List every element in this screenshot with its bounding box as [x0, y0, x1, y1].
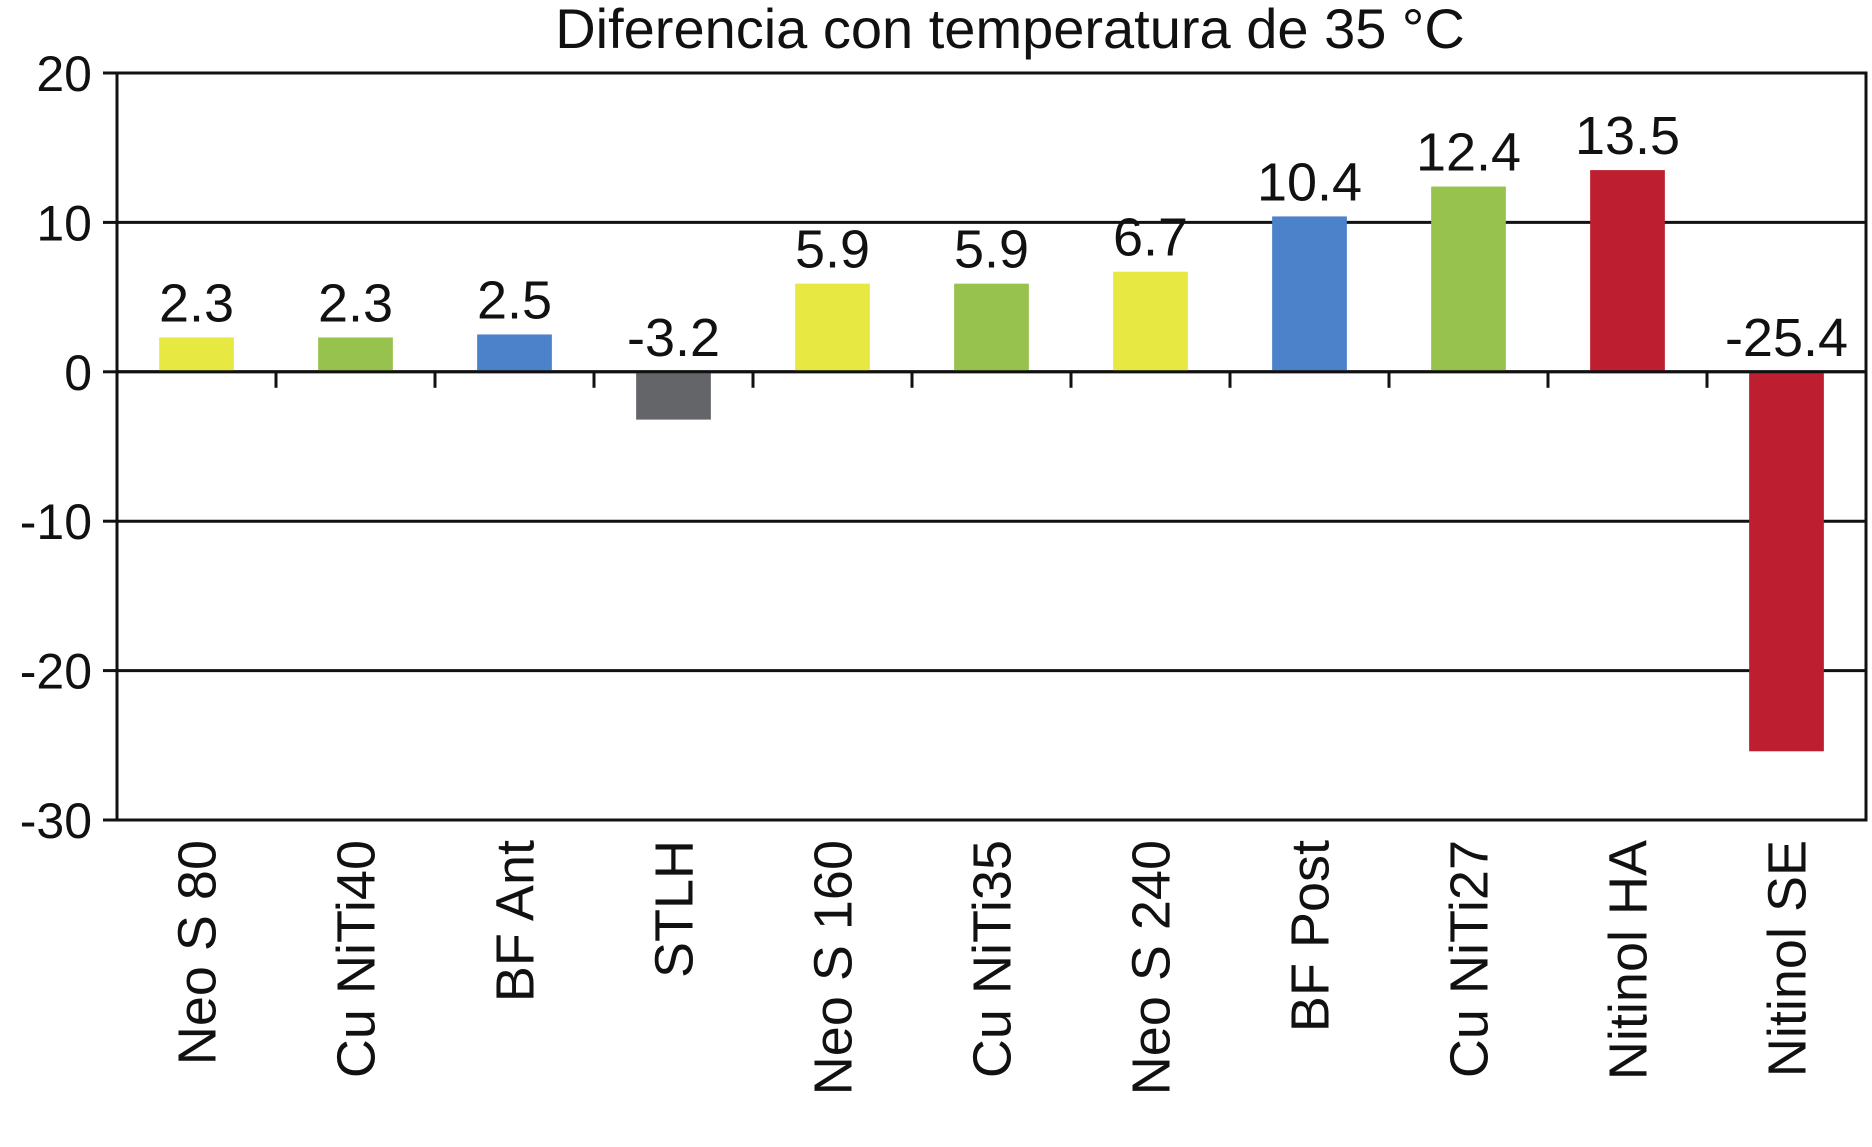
data-label: 2.3 [318, 273, 393, 333]
bar [1749, 371, 1824, 752]
y-tick-label: 0 [64, 345, 92, 401]
bar [159, 337, 234, 372]
y-tick-label: -20 [20, 644, 92, 700]
x-tick-label: Cu NiTi27 [1440, 840, 1500, 1078]
x-tick-label: Neo S 240 [1122, 840, 1182, 1095]
y-axis-ticks: 20 10 0 -10 -20 -30 [20, 46, 92, 849]
data-label: 5.9 [954, 220, 1029, 280]
data-label: 6.7 [1113, 208, 1188, 268]
data-labels: 2.3 2.3 2.5 -3.2 5.9 5.9 6.7 10.4 12.4 13.5 -25.4 [159, 106, 1848, 368]
data-label: 12.4 [1416, 123, 1521, 183]
axes [103, 71, 1868, 822]
x-tick-label: Nitinol SE [1758, 840, 1818, 1077]
y-tick-label: -10 [20, 494, 92, 550]
bar [795, 283, 870, 372]
x-tick-label: Cu NiTi40 [327, 840, 387, 1078]
bar [1113, 271, 1188, 372]
bar [1272, 216, 1347, 372]
chart-title: Diferencia con temperatura de 35 °C [555, 0, 1465, 60]
x-tick-label: Nitinol HA [1599, 840, 1659, 1080]
bar [318, 337, 393, 372]
x-tick-label: BF Ant [486, 840, 546, 1002]
bar [1431, 186, 1506, 372]
data-label: 13.5 [1575, 106, 1680, 166]
data-label: 2.3 [159, 273, 234, 333]
bar [477, 334, 552, 372]
bar [636, 371, 711, 420]
data-label: -25.4 [1725, 308, 1848, 368]
x-tick-label: Cu NiTi35 [963, 840, 1023, 1078]
x-tick-label: BF Post [1281, 840, 1341, 1032]
y-tick-label: 20 [36, 46, 92, 102]
bar [954, 283, 1029, 372]
x-axis-ticks: Neo S 80 Cu NiTi40 BF Ant STLH Neo S 160 Cu N… [168, 840, 1818, 1095]
data-label: -3.2 [627, 308, 720, 368]
bars [159, 170, 1824, 752]
x-tick-label: Neo S 160 [804, 840, 864, 1095]
bar [1590, 170, 1665, 372]
data-label: 10.4 [1257, 152, 1362, 212]
data-label: 2.5 [477, 270, 552, 330]
plot-frame [115, 71, 1868, 822]
y-tick-label: -30 [20, 793, 92, 849]
x-tick-label: STLH [645, 840, 705, 978]
x-tick-label: Neo S 80 [168, 840, 228, 1065]
y-tick-label: 10 [36, 195, 92, 251]
data-label: 5.9 [795, 220, 870, 280]
